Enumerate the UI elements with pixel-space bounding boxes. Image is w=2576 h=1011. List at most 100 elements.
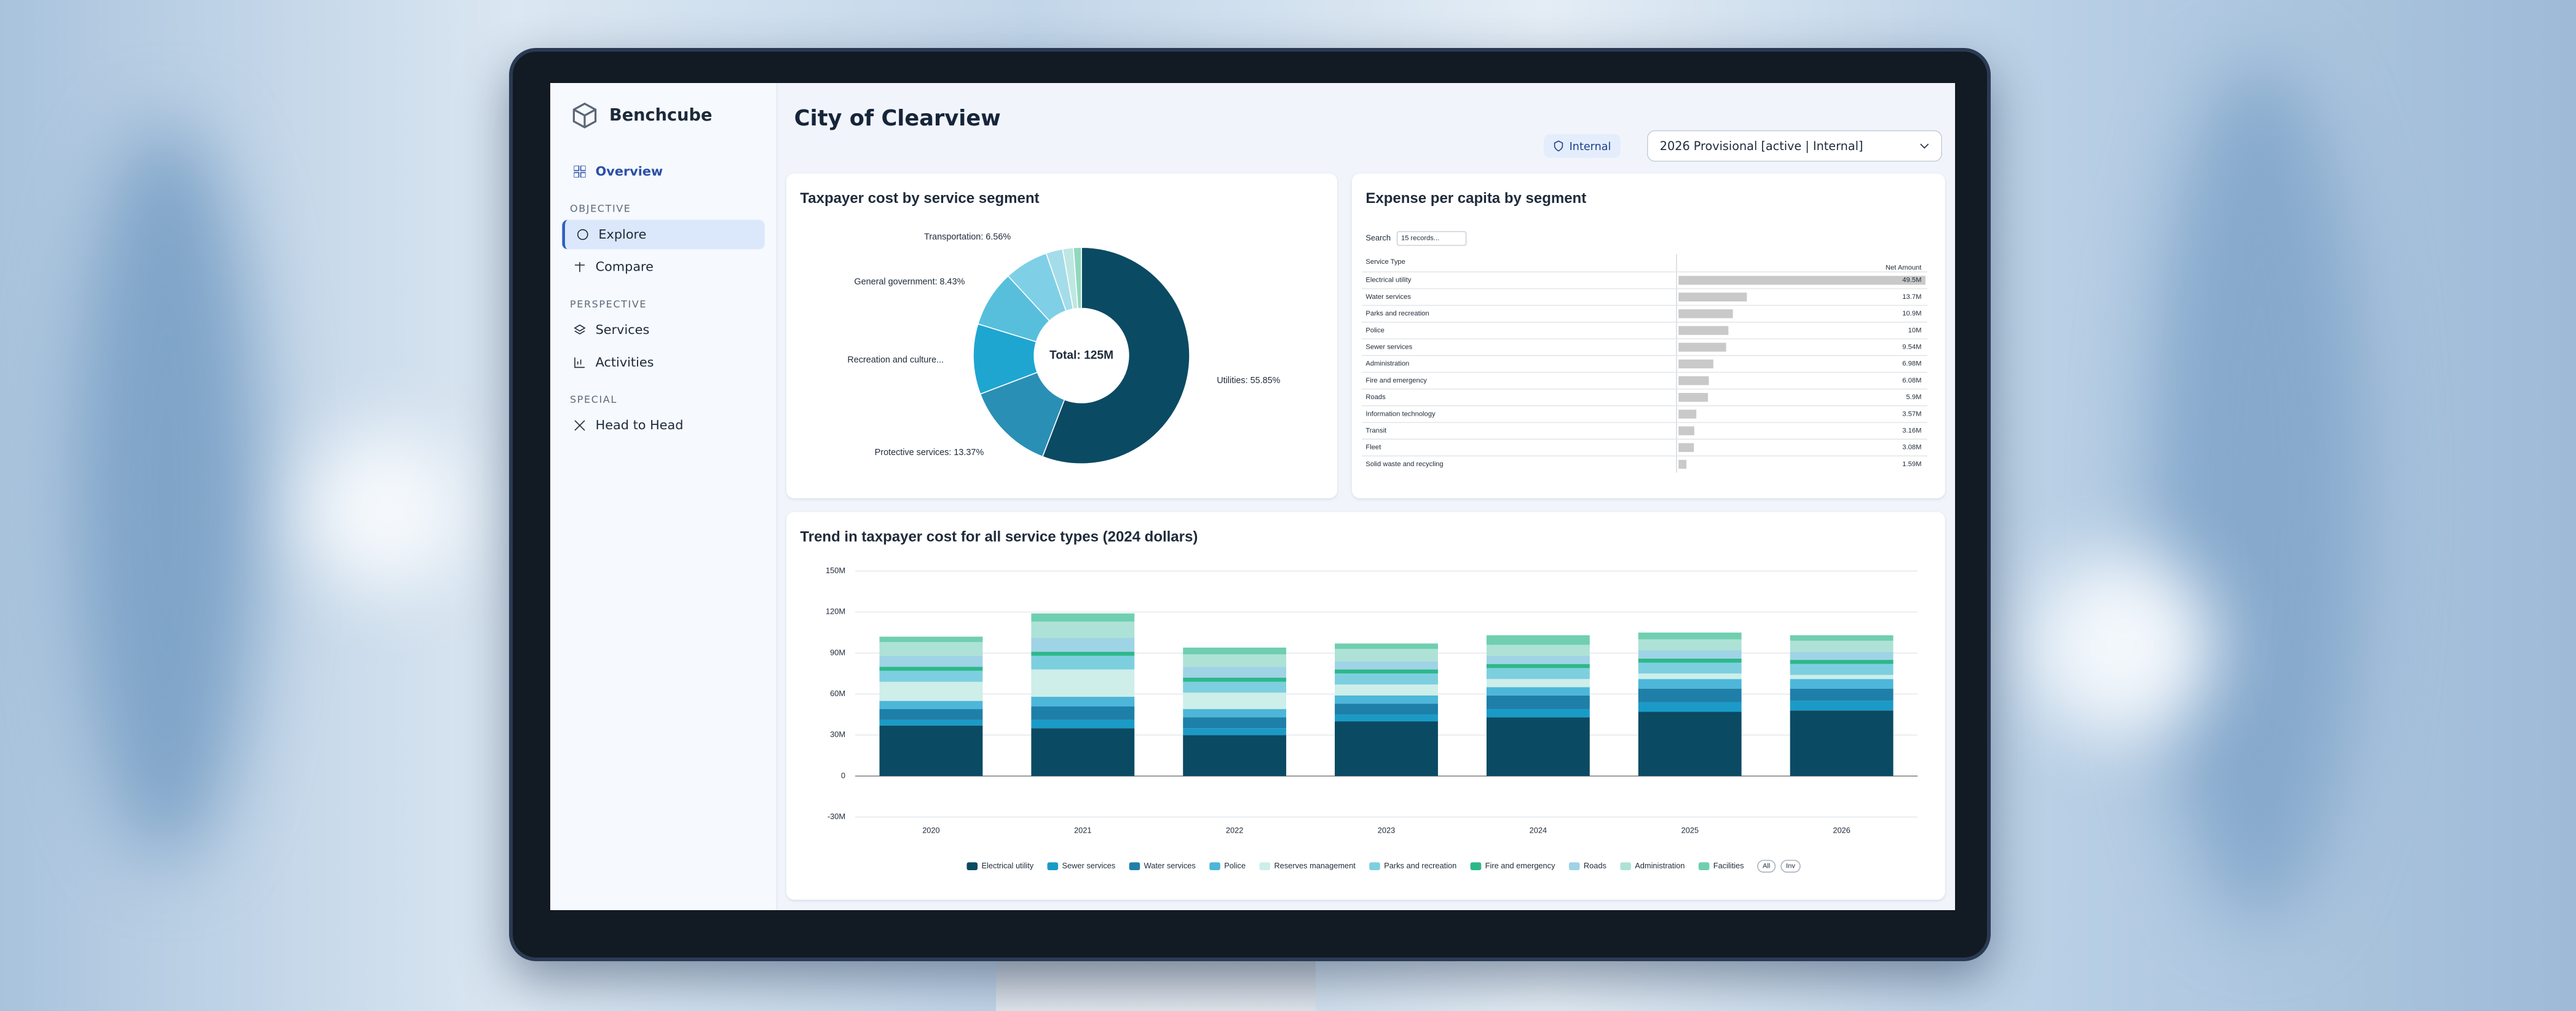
legend-button[interactable] [1780, 860, 1801, 873]
center-label: Total: 125M [1049, 349, 1113, 362]
table-chart: Expense per capita by segment Search 15 re… [1362, 190, 1928, 473]
value-label: 9.54M [1902, 344, 1921, 351]
y-tick-label: 90M [830, 648, 845, 657]
page-title: City of Clearview [794, 106, 1001, 132]
chart-title: Taxpayer cost by service segment [800, 190, 1039, 207]
slice-label: General government: 8.43% [854, 277, 965, 287]
brand: Benchcube [570, 101, 712, 130]
badge-label: Internal [1569, 140, 1611, 153]
bar-segment [1638, 679, 1742, 689]
legend-label: Administration [1635, 861, 1685, 870]
scenario-select[interactable]: 2026 Provisional [active | Internal] [1647, 130, 1942, 162]
background-blur [2029, 553, 2213, 738]
value-label: 6.08M [1902, 377, 1921, 384]
bar-segment [1486, 709, 1590, 718]
pie-slice [979, 371, 1065, 458]
bar-segment [1183, 692, 1287, 710]
icon [574, 357, 585, 368]
x-tick-label: 2026 [1833, 825, 1850, 835]
nav-overview[interactable]: Overview [562, 157, 765, 186]
bar-segment [879, 642, 983, 656]
chart-title: Trend in taxpayer cost for all service t… [800, 529, 1198, 545]
bar-segment [1638, 702, 1742, 712]
bar-segment [879, 709, 983, 720]
bar-segment [1486, 717, 1590, 776]
legend-swatch [1470, 862, 1482, 870]
row-label: Solid waste and recycling [1365, 461, 1443, 468]
legend-swatch [1047, 862, 1059, 870]
bar-segment [1486, 668, 1590, 680]
legend-label: Electrical utility [981, 861, 1033, 870]
y-tick-label: 150M [826, 566, 845, 575]
row-label: Transit [1365, 427, 1387, 435]
nav-activities[interactable]: Activities [562, 347, 765, 377]
column-header: Service Type [1365, 258, 1405, 266]
bar-segment [1790, 688, 1894, 701]
y-tick-label: 0 [841, 771, 845, 780]
x-tick-label: 2025 [1681, 825, 1698, 835]
bar-segment [1031, 669, 1135, 697]
legend-label: Reserves management [1274, 861, 1356, 870]
nav-services[interactable]: Services [562, 315, 765, 345]
bar-segment [1031, 613, 1135, 622]
row-label: Information technology [1365, 410, 1436, 418]
bar [1678, 359, 1713, 368]
bar [1678, 410, 1697, 419]
card: Expense per capita by segment Search 15 re… [1352, 173, 1945, 499]
bar-segment [1638, 650, 1742, 659]
bar-segment [1638, 639, 1742, 651]
legend: Electrical utility Sewer services Water se… [966, 860, 1801, 873]
search-input [1396, 231, 1467, 246]
bar-segment [1790, 651, 1894, 660]
bar-segment [1335, 673, 1438, 685]
background-blur [74, 123, 258, 861]
bar-segment [1031, 638, 1135, 652]
bar-segment [879, 681, 983, 701]
bar-segment [879, 700, 983, 710]
legend-swatch [1620, 862, 1631, 870]
card: Trend in taxpayer cost for all service t… [786, 512, 1945, 900]
nav-label: Overview [595, 164, 663, 179]
legend-button[interactable] [1757, 860, 1776, 873]
bar-segment [1031, 621, 1135, 638]
bar-segment [1638, 673, 1742, 680]
bar-segment [879, 725, 983, 776]
bar-segment [1638, 658, 1742, 663]
bar-segment [1183, 677, 1287, 682]
legend-label: Sewer services [1062, 861, 1115, 870]
donut-chart: Taxpayer cost by service segment Utilitie… [800, 190, 1281, 464]
bar-segment [1031, 651, 1135, 656]
bar-segment [1031, 706, 1135, 720]
value-label: 3.08M [1902, 444, 1921, 451]
row-label: Sewer services [1365, 344, 1412, 351]
nav-compare[interactable]: Compare [562, 252, 765, 282]
bar-segment [1790, 664, 1894, 675]
section-heading: SPECIAL [570, 395, 617, 406]
bar-segment [1486, 656, 1590, 664]
bar-segment [1638, 662, 1742, 674]
legend-label: Water services [1144, 861, 1196, 870]
bar-segment [1790, 660, 1894, 664]
bar-segment [1790, 640, 1894, 652]
bar-segment [1335, 661, 1438, 670]
bar-segment [1638, 688, 1742, 702]
row-label: Roads [1365, 394, 1386, 401]
bar-segment [879, 656, 983, 667]
nav-head-to-head[interactable]: Head to Head [562, 411, 765, 440]
bar-segment [1790, 679, 1894, 689]
bar-segment [1335, 721, 1438, 776]
pie-slice [1041, 247, 1190, 464]
legend-swatch [966, 862, 978, 870]
value-label: 1.59M [1902, 461, 1921, 468]
section-heading: PERSPECTIVE [570, 299, 647, 311]
y-tick-label: 120M [826, 607, 845, 616]
bar-segment [1638, 712, 1742, 776]
legend-label: Facilities [1713, 861, 1744, 870]
nav-explore[interactable]: Explore [562, 220, 765, 250]
row-label: Fleet [1365, 444, 1381, 451]
stacked-bar-chart: Trend in taxpayer cost for all service t… [800, 529, 1918, 873]
bar [1678, 443, 1694, 452]
bar-segment [1335, 695, 1438, 704]
bar [1678, 309, 1733, 319]
